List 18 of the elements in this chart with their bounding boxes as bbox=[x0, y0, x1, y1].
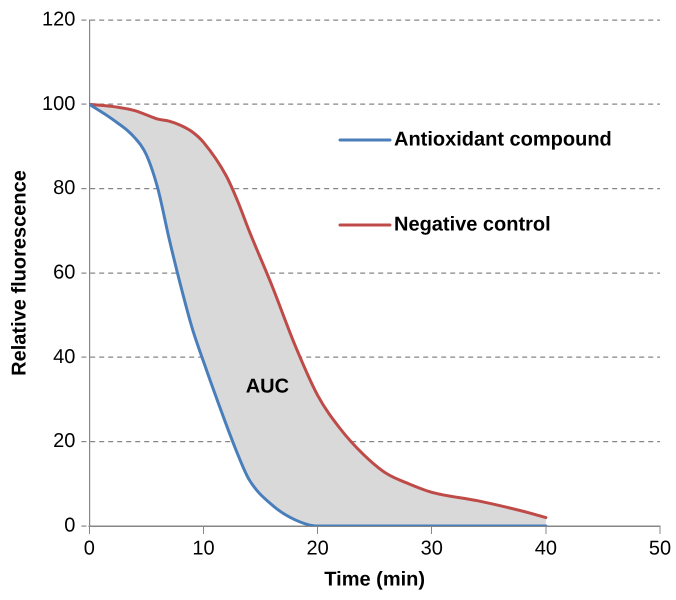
x-tick-label: 0 bbox=[84, 538, 95, 560]
x-tick-label: 20 bbox=[306, 538, 329, 560]
y-tick-label: 100 bbox=[42, 92, 76, 115]
x-tick-label: 10 bbox=[192, 538, 215, 560]
x-tick-label: 40 bbox=[534, 538, 557, 560]
y-axis-title: Relative fluorescence bbox=[8, 170, 31, 376]
y-tick-label: 80 bbox=[53, 177, 76, 200]
y-tick-label: 60 bbox=[53, 262, 76, 284]
y-tick-label: 120 bbox=[42, 8, 76, 31]
y-tick-label: 0 bbox=[64, 514, 76, 537]
annotation: AUC bbox=[246, 375, 290, 398]
y-tick-label: 20 bbox=[53, 430, 76, 452]
x-axis-title: Time (min) bbox=[324, 568, 426, 591]
y-tick-label: 40 bbox=[53, 346, 76, 368]
x-tick-label: 30 bbox=[420, 538, 443, 560]
x-tick-label: 50 bbox=[648, 538, 672, 560]
legend-label: Negative control bbox=[394, 214, 551, 236]
legend-label: Antioxidant compound bbox=[394, 128, 612, 151]
